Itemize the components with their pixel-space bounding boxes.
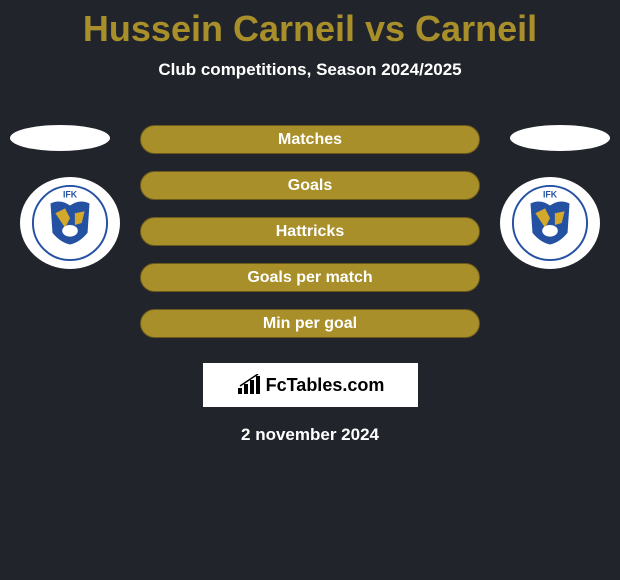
stat-bar-matches: Matches xyxy=(140,125,480,154)
svg-text:IFK: IFK xyxy=(543,190,558,200)
stat-label: Hattricks xyxy=(276,223,344,241)
date-label: 2 november 2024 xyxy=(0,425,620,445)
badge-crest-right: IFK xyxy=(508,181,593,266)
svg-text:IFK: IFK xyxy=(63,190,78,200)
left-club-badge: IFK xyxy=(20,177,120,269)
stat-bar-hattricks: Hattricks xyxy=(140,217,480,246)
stat-label: Goals xyxy=(288,177,332,195)
stat-bar-goals-per-match: Goals per match xyxy=(140,263,480,292)
subtitle: Club competitions, Season 2024/2025 xyxy=(0,60,620,80)
brand-box: FcTables.com xyxy=(203,363,418,407)
left-player-indicator xyxy=(10,125,110,151)
brand-logo: FcTables.com xyxy=(236,374,385,396)
comparison-area: IFK IFK Matches Goals Hattricks Goals xyxy=(0,125,620,445)
page-title: Hussein Carneil vs Carneil xyxy=(0,0,620,50)
stat-label: Min per goal xyxy=(263,315,357,333)
brand-name: FcTables.com xyxy=(266,375,385,396)
right-player-indicator xyxy=(510,125,610,151)
right-club-badge: IFK xyxy=(500,177,600,269)
stat-bars-container: Matches Goals Hattricks Goals per match … xyxy=(140,125,480,338)
badge-crest-left: IFK xyxy=(28,181,113,266)
stat-bar-goals: Goals xyxy=(140,171,480,200)
chart-icon xyxy=(236,374,262,396)
stat-label: Matches xyxy=(278,131,342,149)
stat-label: Goals per match xyxy=(247,269,372,287)
stat-bar-min-per-goal: Min per goal xyxy=(140,309,480,338)
